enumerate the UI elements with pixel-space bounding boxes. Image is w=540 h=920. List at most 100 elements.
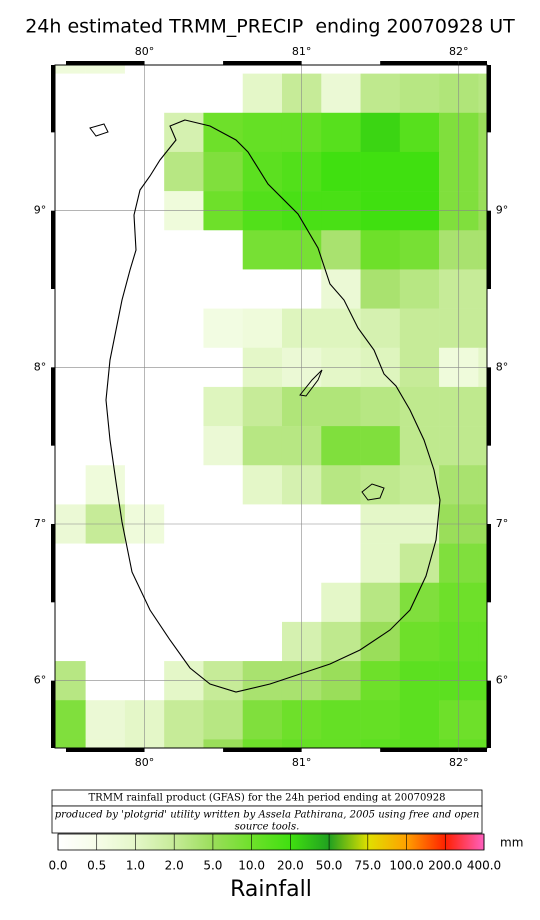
border-bar — [487, 210, 491, 290]
lat-label: 9° — [34, 204, 47, 217]
colorbar-segment — [212, 834, 252, 850]
rain-cell — [85, 582, 126, 623]
rain-cell — [55, 700, 86, 740]
colorbar-segment — [96, 834, 136, 850]
rain-cell — [85, 230, 126, 270]
rain-cell — [360, 621, 401, 662]
rain-cell — [164, 582, 204, 623]
credit-line: source tools. — [235, 822, 300, 833]
rain-cell — [242, 112, 283, 153]
rain-cell — [164, 426, 204, 466]
rain-cell — [478, 386, 487, 427]
rain-cell — [478, 739, 487, 748]
rain-cell — [55, 65, 86, 74]
rain-cell — [321, 230, 361, 270]
rain-cell — [478, 112, 487, 153]
rain-cell — [399, 230, 440, 270]
colorbar-label: 20.0 — [277, 859, 304, 873]
rain-cell — [478, 426, 487, 466]
colorbar: 0.0 0.5 1.0 2.0 5.0 10.0 20.0 50.0 75.0 100.0 200.… — [48, 833, 501, 873]
rain-cell — [164, 269, 204, 309]
rain-cell — [55, 621, 86, 662]
rain-cell — [55, 543, 86, 584]
rain-cell — [242, 739, 283, 748]
rain-cell — [399, 308, 440, 349]
rain-cell — [55, 308, 86, 349]
lon-label: 82° — [449, 756, 469, 769]
rain-cell — [478, 465, 487, 505]
rain-cell — [55, 269, 86, 309]
rain-cell — [203, 386, 244, 427]
rain-cell — [164, 151, 204, 192]
rain-cell — [85, 465, 126, 505]
rain-cell — [321, 112, 361, 153]
rain-cell — [55, 73, 86, 114]
rain-cell — [321, 582, 361, 623]
rain-cell — [399, 112, 440, 153]
lat-label: 9° — [496, 204, 509, 217]
rain-cell — [360, 269, 401, 309]
rain-cell — [360, 582, 401, 623]
rain-cell — [360, 65, 401, 74]
rain-cell — [360, 308, 401, 349]
rain-cell — [478, 151, 487, 192]
colorbar-segment — [290, 834, 330, 850]
rain-cell — [164, 73, 204, 114]
rain-cell — [478, 269, 487, 309]
rain-cell — [242, 230, 283, 270]
rain-cell — [85, 269, 126, 309]
rain-cell — [360, 230, 401, 270]
rain-cell — [164, 465, 204, 505]
rain-cell — [321, 465, 361, 505]
colorbar-label: 0.0 — [48, 859, 67, 873]
rain-cell — [164, 65, 204, 74]
colorbar-label: 400.0 — [467, 859, 501, 873]
rain-cell — [203, 543, 244, 584]
credit-box — [51, 805, 483, 834]
border-bar — [380, 748, 459, 752]
rain-cell — [55, 112, 86, 153]
rain-cell — [242, 73, 283, 114]
rain-cell — [203, 426, 244, 466]
colorbar-segment — [445, 834, 485, 850]
colorbar-label: 200.0 — [428, 859, 462, 873]
rain-cell — [399, 65, 440, 74]
rain-cell — [85, 65, 126, 74]
rain-cell — [242, 582, 283, 623]
rain-cell — [203, 151, 244, 192]
rain-cell — [164, 308, 204, 349]
rain-cell — [360, 700, 401, 740]
lon-label: 82° — [449, 45, 469, 58]
border-bar — [487, 65, 491, 133]
lat-label: 8° — [496, 360, 509, 373]
coastline — [105, 119, 441, 693]
rain-cell — [399, 739, 440, 748]
rain-cell — [478, 543, 487, 584]
rain-cell — [321, 739, 361, 748]
rain-cell — [478, 582, 487, 623]
border-bar — [51, 523, 55, 603]
colorbar-label: 5.0 — [203, 859, 222, 873]
border-bar — [51, 367, 55, 446]
border-bar — [223, 61, 302, 65]
border-bar — [487, 523, 491, 603]
border-bar — [51, 680, 55, 748]
colorbar-segment — [406, 834, 446, 850]
rain-cell — [242, 621, 283, 662]
border-bar — [65, 61, 145, 65]
rain-cell — [203, 739, 244, 748]
colorbar-segment — [367, 834, 407, 850]
rain-cell — [478, 230, 487, 270]
rain-cell — [399, 621, 440, 662]
colorbar-label: 10.0 — [238, 859, 265, 873]
lat-label: 8° — [34, 360, 47, 373]
rain-cell — [478, 65, 487, 74]
rain-cell — [478, 308, 487, 349]
rain-cell — [164, 739, 204, 748]
rain-cell — [478, 621, 487, 662]
rain-cell — [203, 73, 244, 114]
rain-cell — [399, 465, 440, 505]
rain-cell — [321, 386, 361, 427]
rain-cell — [321, 700, 361, 740]
colorbar-segment — [329, 834, 369, 850]
